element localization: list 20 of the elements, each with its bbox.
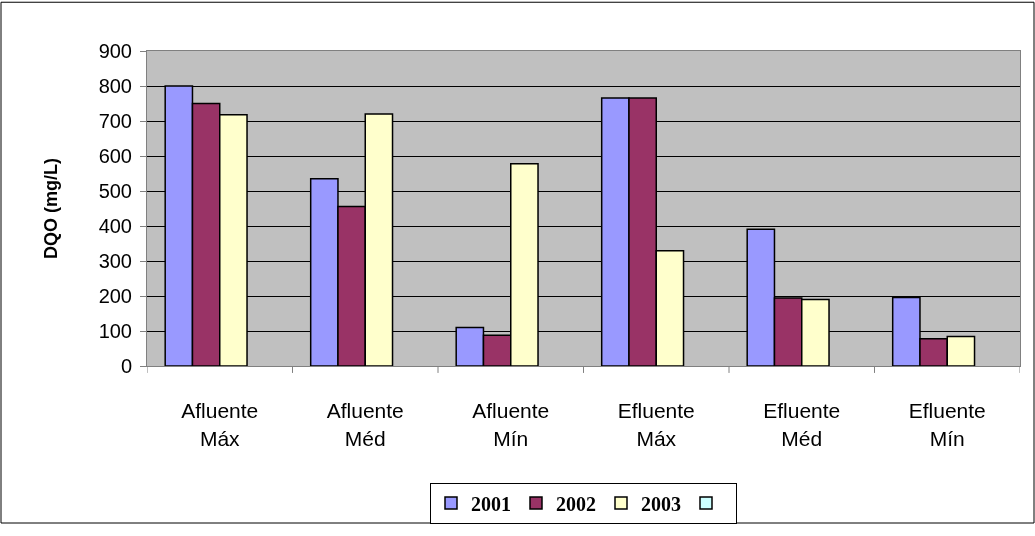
y-tick-label: 900 xyxy=(98,40,132,62)
legend-label: 2003 xyxy=(641,492,681,515)
y-tick-label: 100 xyxy=(98,320,132,342)
y-tick-label: 700 xyxy=(98,110,132,132)
x-tick-label: Efluente Mín xyxy=(908,399,986,450)
legend-label: 2002 xyxy=(556,492,596,515)
x-tick-label: Efluente Méd xyxy=(763,399,841,450)
y-tick-label: 600 xyxy=(98,145,132,167)
y-axis-title: DQO (mg/L) xyxy=(40,158,61,259)
y-tick-label: 500 xyxy=(98,180,132,202)
legend-label: 2001 xyxy=(471,492,511,515)
y-tick-label: 0 xyxy=(120,355,132,377)
y-tick-label: 300 xyxy=(98,250,132,272)
x-tick-label: Afluente Máx xyxy=(181,399,259,450)
y-tick-label: 400 xyxy=(98,215,132,237)
y-tick-label: 800 xyxy=(98,75,132,97)
x-tick-label: Efluente Máx xyxy=(617,399,695,450)
x-tick-label: Afluente Mín xyxy=(472,399,550,450)
x-tick-label: Afluente Méd xyxy=(326,399,404,450)
y-tick-label: 200 xyxy=(98,285,132,307)
